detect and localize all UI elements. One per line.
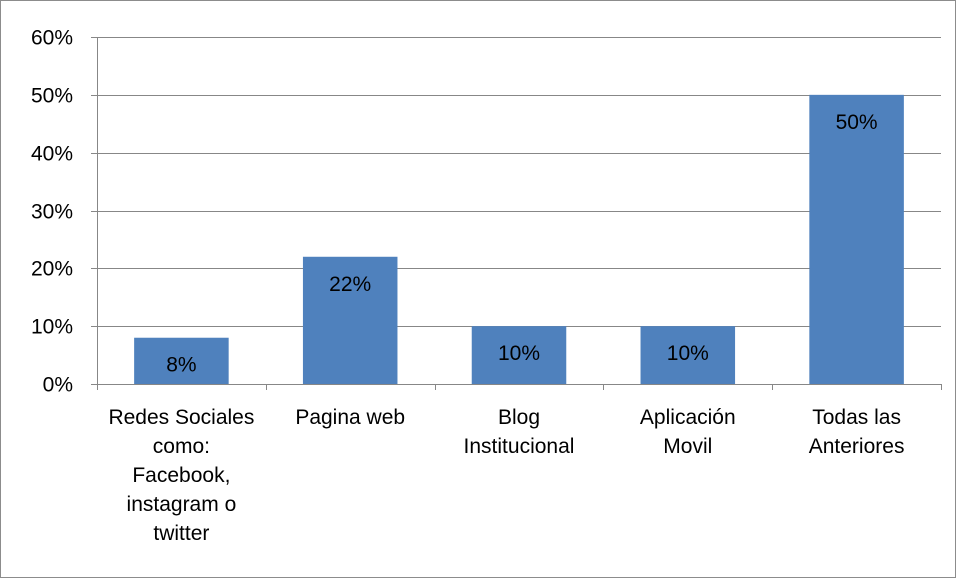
x-category-label-line: Redes Sociales [108, 406, 254, 429]
x-category-label-line: Institucional [464, 435, 575, 458]
x-category-label-line: twitter [153, 522, 209, 545]
data-label: 10% [498, 342, 540, 365]
bar [809, 94, 904, 384]
y-tick-label: 0% [43, 374, 73, 397]
x-category-label-line: como: [153, 435, 210, 458]
y-tick-label: 50% [31, 85, 73, 108]
x-category-label-line: Aplicación [640, 406, 736, 429]
x-category-label: Aplicación Movil [640, 406, 736, 458]
x-category-label-line: Blog [498, 406, 540, 429]
bar [134, 337, 229, 384]
bar [302, 256, 398, 384]
data-labels: 8% 22% 10% 10% 50% [166, 111, 877, 377]
y-tick-label: 20% [31, 258, 73, 281]
y-tick-label: 10% [31, 316, 73, 339]
x-category-label-line: instagram o [127, 493, 237, 516]
x-category-labels: Redes Sociales como: Facebook, instagram o t… [108, 406, 904, 545]
data-label: 22% [329, 273, 371, 296]
x-category-label: Blog Institucional [464, 406, 575, 458]
x-category-label-line: Anteriores [809, 435, 905, 458]
axes [91, 37, 942, 390]
gridlines [97, 37, 941, 327]
y-tick-label: 40% [31, 143, 73, 166]
data-label: 10% [667, 342, 709, 365]
data-label: 50% [836, 111, 878, 134]
bars [134, 94, 904, 384]
y-tick-label: 30% [31, 201, 73, 224]
bar [471, 326, 567, 384]
x-category-label: Todas las Anteriores [809, 406, 905, 458]
x-category-label-line: Todas las [812, 406, 901, 429]
data-label: 8% [166, 354, 196, 377]
x-category-label-line: Movil [663, 435, 712, 458]
x-category-label-line: Facebook, [132, 464, 230, 487]
y-tick-label: 60% [31, 27, 73, 50]
x-category-label-line: Pagina web [295, 406, 405, 429]
bar [640, 326, 736, 384]
x-category-label: Pagina web [295, 406, 405, 429]
y-tick-labels: 0% 10% 20% 30% 40% 50% 60% [31, 27, 73, 397]
x-category-label: Redes Sociales como: Facebook, instagram o t… [108, 406, 254, 545]
